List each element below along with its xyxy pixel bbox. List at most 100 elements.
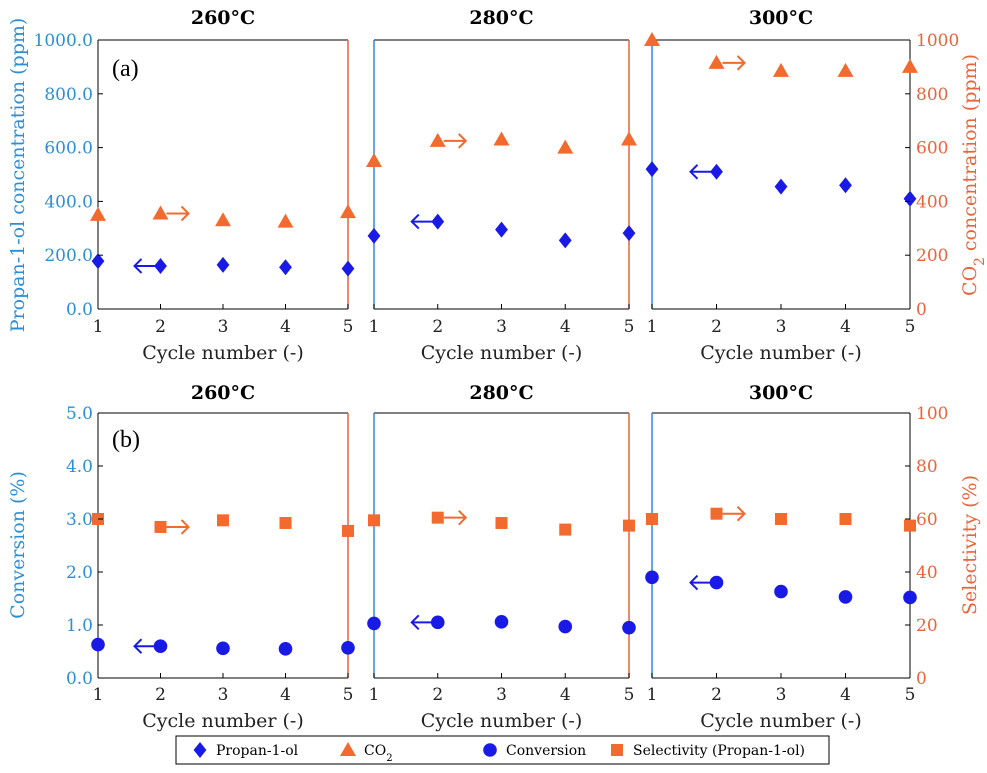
marker-triangle bbox=[837, 62, 854, 77]
marker-square bbox=[623, 519, 635, 532]
arrow-right-axis bbox=[443, 509, 468, 526]
marker-square bbox=[710, 507, 723, 520]
arrow-right-axis-head bbox=[458, 509, 468, 526]
marker-square bbox=[154, 520, 167, 533]
marker-circle bbox=[622, 620, 636, 635]
legend-marker-circle bbox=[483, 743, 497, 757]
legend-marker-triangle bbox=[340, 742, 356, 756]
legend-item: Conversion bbox=[483, 743, 586, 759]
marker-circle bbox=[645, 570, 659, 585]
legend-label: Conversion bbox=[506, 743, 586, 759]
x-tick-label: 1 bbox=[369, 685, 380, 705]
marker-diamond bbox=[710, 163, 723, 180]
marker-triangle bbox=[773, 62, 789, 77]
marker-circle bbox=[278, 642, 293, 656]
x-tick-label: 1 bbox=[369, 317, 380, 337]
marker-square bbox=[495, 516, 508, 529]
y-left-tick-label: 400.0 bbox=[44, 192, 93, 212]
marker-triangle bbox=[644, 32, 660, 46]
arrow-left-axis-head bbox=[689, 574, 699, 591]
marker-square bbox=[839, 513, 852, 525]
marker-diamond bbox=[216, 256, 230, 273]
legend-marker-diamond bbox=[193, 742, 207, 758]
marker-triangle bbox=[90, 206, 106, 221]
subplot-title: 300°C bbox=[749, 382, 813, 404]
arrow-left-axis-head bbox=[410, 213, 420, 230]
arrow-left-axis-head bbox=[133, 258, 143, 274]
chart-b: 1 2 3 4 5 Cycle number (-) 260°C 1 2 3 4 5 Cycle num… bbox=[7, 382, 981, 732]
marker-circle bbox=[774, 584, 788, 599]
y-right-tick-label: 100 bbox=[916, 404, 948, 424]
arrow-left-axis bbox=[133, 258, 157, 274]
x-tick-label: 2 bbox=[155, 317, 166, 337]
panel-label: (a) bbox=[112, 56, 139, 82]
marker-triangle bbox=[152, 205, 169, 220]
marker-triangle bbox=[621, 131, 637, 146]
marker-diamond bbox=[622, 225, 636, 242]
marker-diamond bbox=[279, 259, 292, 276]
marker-square bbox=[217, 514, 229, 527]
legend-marker-square bbox=[611, 744, 623, 756]
x-tick-label: 5 bbox=[624, 317, 635, 337]
marker-diamond bbox=[91, 253, 105, 270]
marker-diamond bbox=[558, 232, 572, 249]
y-left-axis-label: Conversion (%) bbox=[7, 471, 29, 619]
arrow-left-axis bbox=[410, 213, 434, 230]
y-left-tick-label: 0.0 bbox=[66, 300, 93, 320]
marker-circle bbox=[153, 639, 168, 653]
marker-square bbox=[646, 513, 658, 525]
marker-triangle bbox=[557, 139, 574, 154]
x-tick-label: 3 bbox=[496, 317, 507, 337]
arrow-right-axis bbox=[722, 505, 746, 522]
marker-square bbox=[431, 511, 444, 524]
x-tick-label: 2 bbox=[155, 685, 166, 705]
x-tick-label: 1 bbox=[647, 685, 658, 705]
arrow-left-axis-head bbox=[133, 638, 143, 654]
x-tick-label: 1 bbox=[93, 685, 104, 705]
arrow-left-axis bbox=[133, 638, 157, 654]
marker-triangle bbox=[366, 153, 382, 168]
y-left-tick-label: 1000.0 bbox=[34, 31, 93, 51]
x-axis-label: Cycle number (-) bbox=[700, 710, 862, 732]
y-right-tick-label: 20 bbox=[916, 616, 938, 636]
marker-diamond bbox=[645, 161, 659, 178]
marker-square bbox=[775, 513, 787, 525]
x-tick-label: 3 bbox=[218, 317, 229, 337]
y-right-tick-label: 40 bbox=[916, 563, 938, 583]
x-tick-label: 2 bbox=[711, 317, 722, 337]
y-left-tick-label: 800.0 bbox=[44, 85, 93, 105]
y-left-tick-label: 600.0 bbox=[44, 139, 93, 159]
marker-circle bbox=[430, 615, 445, 630]
marker-diamond bbox=[431, 213, 445, 230]
marker-square bbox=[342, 524, 354, 537]
y-left-tick-label: 200.0 bbox=[44, 246, 93, 266]
legend-label: CO2 bbox=[364, 743, 393, 764]
marker-circle bbox=[91, 637, 105, 652]
x-tick-label: 5 bbox=[624, 685, 635, 705]
arrow-left-axis-head bbox=[410, 614, 420, 631]
y-left-tick-label: 2.0 bbox=[66, 563, 93, 583]
subplot-a-1: 1 2 3 4 5 Cycle number (-) 260°C bbox=[90, 7, 356, 364]
y-right-tick-label: 800 bbox=[916, 85, 948, 105]
y-right-tick-label: 0 bbox=[916, 300, 927, 320]
arrow-right-axis-head bbox=[180, 205, 190, 222]
subplot-b-1: 1 2 3 4 5 Cycle number (-) 260°C bbox=[91, 382, 355, 732]
y-right-tick-label: 200 bbox=[916, 246, 948, 266]
x-tick-label: 3 bbox=[496, 685, 507, 705]
y-left-axis-label: Propan-1-ol concentration (ppm) bbox=[7, 18, 29, 333]
x-tick-label: 5 bbox=[905, 685, 916, 705]
marker-circle bbox=[341, 640, 355, 655]
marker-triangle bbox=[429, 132, 446, 147]
subplot-title: 300°C bbox=[749, 7, 813, 29]
x-tick-label: 3 bbox=[776, 317, 787, 337]
arrow-right-axis bbox=[443, 133, 468, 149]
marker-triangle bbox=[277, 213, 294, 228]
subplot-title: 260°C bbox=[191, 7, 255, 29]
x-tick-label: 4 bbox=[280, 685, 291, 705]
x-axis-label: Cycle number (-) bbox=[700, 342, 862, 364]
arrow-right-axis-head bbox=[180, 519, 190, 535]
subplot-title: 280°C bbox=[469, 382, 533, 404]
subplot-a-2: 1 2 3 4 5 Cycle number (-) 280°C bbox=[366, 7, 637, 364]
arrow-left-axis bbox=[689, 574, 713, 591]
